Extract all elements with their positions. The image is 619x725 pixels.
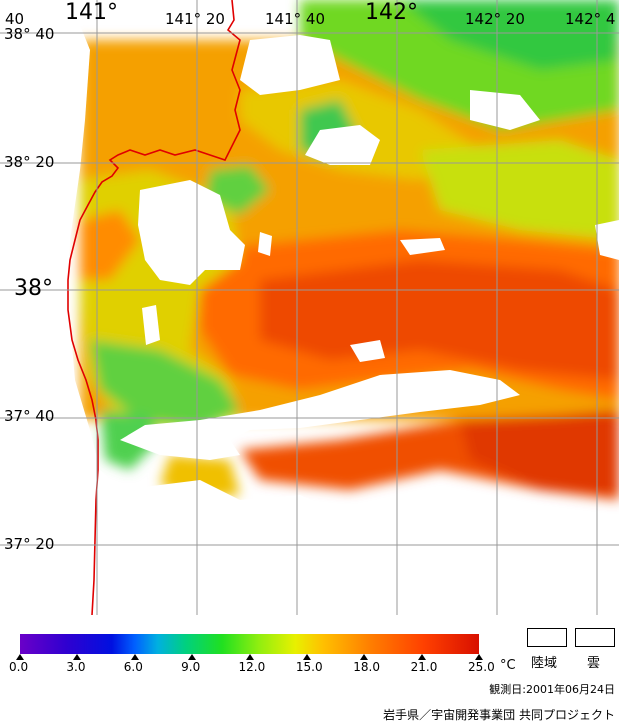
cloud-areas (0, 0, 619, 615)
latitude-label: 37° 20 (4, 534, 55, 553)
credit-text: 岩手県／宇宙開発事業団 共同プロジェクト (383, 708, 615, 722)
latitude-label: 38° 40 (4, 25, 55, 44)
colorbar-tick-mark (130, 654, 139, 660)
colorbar-tick-mark (73, 654, 82, 660)
colorbar-tick-label: 3.0 (66, 660, 86, 674)
longitude-label: 142° 20 (464, 10, 525, 28)
colorbar-tick-label: 15.0 (295, 660, 323, 674)
colorbar-tick-label: 12.0 (238, 660, 266, 674)
colorbar-tick-label: 25.0 (468, 660, 495, 674)
colorbar-tick-mark (417, 654, 426, 660)
colorbar-tick-label: 21.0 (410, 660, 438, 674)
latitude-label: 38° 20 (4, 152, 55, 171)
latitude-label: 38° (14, 276, 53, 301)
latitude-label: 37° 40 (4, 407, 55, 426)
colorbar-tick-mark (475, 654, 483, 660)
longitude-label: 141° 20 (164, 10, 225, 28)
longitude-label: 141° 40 (265, 10, 325, 28)
colorbar-tick-mark (245, 654, 254, 660)
colorbar-tick-mark (16, 654, 24, 660)
sea-surface-temperature-map (0, 0, 619, 615)
land-swatch (527, 628, 567, 647)
colorbar-tick-label: 6.0 (123, 660, 143, 674)
colorbar-tick-label: 9.0 (181, 660, 201, 674)
corner-label: 40 (5, 10, 25, 28)
colorbar-tick-label: 18.0 (353, 660, 380, 674)
longitude-label: 141° (65, 0, 118, 25)
lat-lon-grid (0, 0, 619, 615)
coastline (67, 0, 241, 615)
colorbar-tick-label: 0.0 (9, 660, 29, 674)
cloud-swatch (575, 628, 615, 647)
temperature-unit: °C (500, 658, 516, 673)
longitude-label: 142° 4 (565, 10, 616, 28)
colorbar-tick-mark (302, 654, 311, 660)
colorbar-tick-mark (360, 654, 369, 660)
cloud-legend-label: 雲 (587, 656, 601, 671)
longitude-label: 142° (365, 0, 418, 25)
observation-date: 観測日:2001年06月24日 (489, 683, 615, 696)
temperature-colorbar (20, 634, 479, 654)
land-legend-label: 陸域 (531, 656, 558, 671)
colorbar-tick-mark (188, 654, 197, 660)
